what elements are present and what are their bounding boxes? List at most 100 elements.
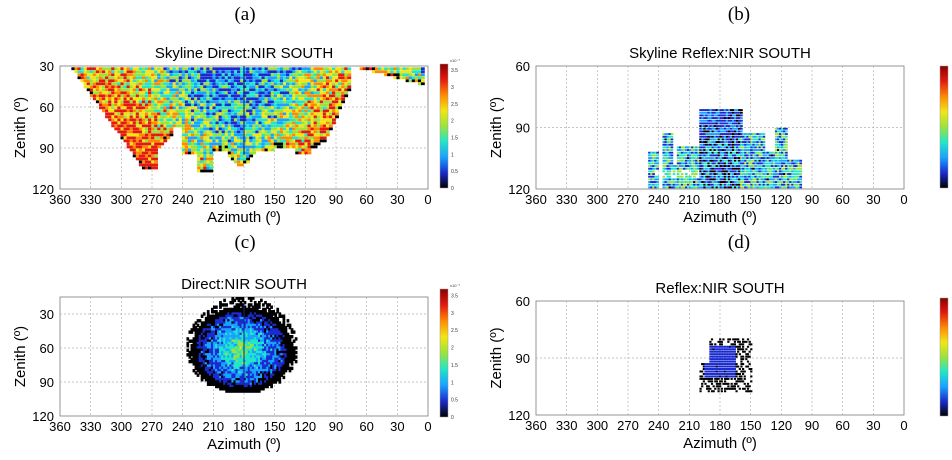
chart-title-a: Skyline Direct:NIR SOUTH (155, 45, 333, 62)
heat-cell (323, 136, 327, 139)
x-tick-label: 180 (233, 419, 255, 434)
heat-cell (335, 112, 339, 115)
heat-cell (308, 152, 312, 155)
heat-cell (671, 157, 674, 159)
heat-cell (740, 109, 743, 111)
heat-cell (671, 162, 674, 164)
heat-cell (326, 130, 330, 133)
x-tick-label: 30 (866, 192, 880, 207)
heat-cell (685, 173, 688, 175)
x-tick-label: 90 (329, 419, 343, 434)
heat-cell (308, 149, 312, 152)
heat-cell (671, 136, 674, 138)
x-tick-label: 90 (805, 192, 819, 207)
heat-cell (154, 149, 158, 152)
heat-cell (344, 91, 348, 94)
heat-cell (681, 176, 684, 178)
heat-cell (740, 122, 743, 124)
x-tick-label: 180 (709, 192, 731, 207)
heat-cell (671, 144, 674, 146)
colorbar-tick-label: 2.5 (451, 328, 458, 334)
colorbar-b (940, 66, 948, 188)
heat-cell (656, 186, 659, 188)
heat-cell (329, 124, 333, 127)
x-tick-label: 330 (80, 192, 102, 207)
x-tick-label: 60 (359, 192, 373, 207)
colorbar-exponent: x10⁻⁷ (450, 283, 461, 288)
heat-cell (671, 149, 674, 151)
heat-cell (656, 154, 659, 156)
heat-cell (671, 138, 674, 140)
heat-cell (677, 173, 680, 175)
heat-cell (252, 152, 256, 155)
heat-cell (656, 152, 659, 154)
x-tick-label: 240 (172, 192, 194, 207)
heat-cell (785, 152, 788, 154)
heat-cell (421, 70, 425, 73)
heat-cell (799, 170, 802, 172)
heat-cell (671, 160, 674, 162)
heat-cell (673, 170, 676, 172)
heat-cell (785, 144, 788, 146)
heat-cell (421, 76, 425, 79)
heat-cell (166, 136, 170, 139)
y-tick-label: 30 (40, 59, 54, 74)
y-tick-label: 60 (40, 100, 54, 115)
y-axis-label-c: Zenith (º) (12, 326, 29, 387)
heat-cell (656, 178, 659, 180)
heat-cell (662, 176, 665, 178)
heat-cell (347, 73, 351, 76)
heat-cell (740, 130, 743, 132)
y-tick-label: 120 (508, 182, 530, 197)
heat-cell (799, 184, 802, 186)
heat-cell (341, 97, 345, 100)
heat-cell (421, 73, 425, 76)
heat-cell (335, 109, 339, 112)
heat-cell (740, 114, 743, 116)
heat-cell (799, 176, 802, 178)
colorbar-tick-label: 2 (451, 119, 454, 125)
colorbar-tick-label: 3.5 (451, 68, 458, 74)
heat-cell (347, 82, 351, 85)
x-tick-label: 120 (294, 192, 316, 207)
heat-cell (157, 146, 161, 149)
x-tick-label: 210 (678, 192, 700, 207)
heat-cell (347, 76, 351, 79)
chart-title-b: Skyline Reflex:NIR SOUTH (629, 45, 811, 62)
colorbar-tick-label: 3 (451, 85, 454, 91)
heat-cell (763, 144, 766, 146)
heat-cell (799, 186, 802, 188)
x-tick-label: 270 (141, 419, 163, 434)
x-tick-label: 0 (424, 192, 431, 207)
y-tick-label: 60 (40, 341, 54, 356)
heat-cell (347, 88, 351, 91)
y-tick-label: 90 (40, 375, 54, 390)
heat-cell (669, 170, 672, 172)
x-tick-label: 120 (294, 419, 316, 434)
heat-cell (652, 170, 655, 172)
heat-cell (785, 130, 788, 132)
heat-cell (209, 167, 213, 170)
heat-cell (209, 152, 213, 155)
heat-cell (347, 70, 351, 73)
heat-cell (225, 303, 228, 306)
heat-cell (785, 136, 788, 138)
heat-cell (785, 141, 788, 143)
colorbar-tick-label: 1.5 (451, 136, 458, 142)
heat-cell (799, 181, 802, 183)
heat-cell (215, 306, 218, 309)
colorbar-tick-label: 0.5 (451, 398, 458, 404)
heat-cell (170, 130, 174, 133)
heat-cell (170, 133, 174, 136)
heat-cell (689, 176, 692, 178)
heat-cell (154, 164, 158, 167)
heat-cell (160, 143, 164, 146)
x-tick-label: 330 (80, 419, 102, 434)
heat-cell (695, 173, 698, 175)
colorbar-tick-label: 0 (451, 415, 454, 421)
x-tick-label: 270 (141, 192, 163, 207)
heat-cell (154, 155, 158, 158)
x-tick-label: 210 (202, 419, 224, 434)
heat-cell (785, 133, 788, 135)
